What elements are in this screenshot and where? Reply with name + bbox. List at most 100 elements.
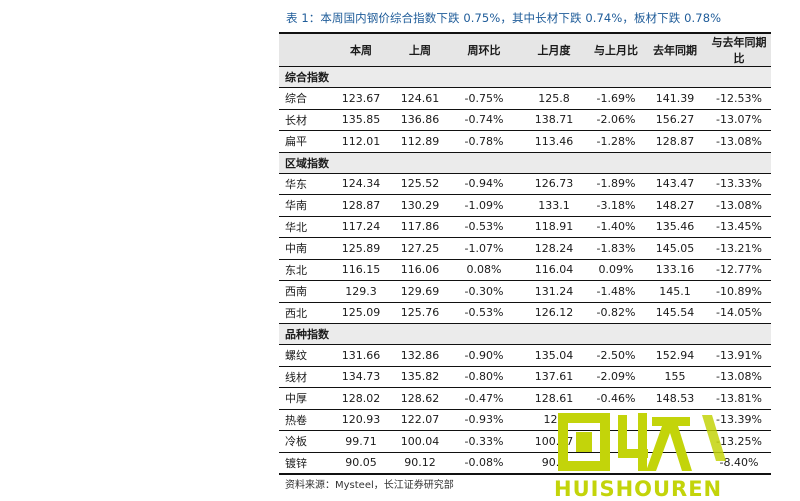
section-title: 品种指数 [279,323,771,345]
row-label: 华南 [279,194,331,217]
table-row: 线材 134.73 135.82 -0.80% 137.61 -2.09% 155 -13.0… [279,366,771,388]
table-cell: 131.24 [519,280,589,303]
table-cell: 130.29 [391,194,449,217]
table-cell: 127.25 [391,237,449,260]
table-cell: -13.08% [707,194,771,217]
table-cell: -0.93% [449,409,519,431]
table-row: 热卷 120.93 122.07 -0.93% 123 -13.39% [279,409,771,431]
row-label: 中厚 [279,387,331,410]
table-row: 扁平 112.01 112.89 -0.78% 113.46 -1.28% 128.87 -1… [279,130,771,153]
section-row: 区域指数 [279,152,771,174]
table-cell: -1.09% [449,194,519,217]
row-label: 镀锌 [279,452,331,475]
table-cell: 126.12 [519,302,589,324]
header-cell-last-week: 上周 [391,32,449,67]
table-cell: 0.08% [449,259,519,281]
table-cell: -1.28% [589,130,643,153]
table-cell: 113.46 [519,130,589,153]
table-cell: -2.06% [589,109,643,131]
table-cell: -0.80% [449,366,519,388]
table-cell: -0.46% [589,387,643,410]
table-cell: 135.04 [519,344,589,367]
table-cell: -1.40% [589,216,643,238]
row-label: 长材 [279,109,331,131]
table-cell: 141.39 [643,87,707,110]
row-label: 综合 [279,87,331,110]
table-cell: 133.1 [519,194,589,217]
table-cell: 135.82 [391,366,449,388]
header-row: 本周 上周 周环比 上月度 与上月比 去年同期 与去年同期比 [279,32,771,67]
row-label: 西南 [279,280,331,303]
table-cell: -0.94% [449,173,519,195]
table-cell: 128.87 [331,194,391,217]
table-cell: 116.04 [519,259,589,281]
table-row: 中厚 128.02 128.62 -0.47% 128.61 -0.46% 148.53 -1… [279,387,771,410]
table-cell: 145.05 [643,237,707,260]
table-cell: 99.71 [331,430,391,453]
table-cell: 129.3 [331,280,391,303]
table-cell: 125.8 [519,87,589,110]
table-cell: -12.53% [707,87,771,110]
table-cell: -0.74% [449,109,519,131]
section-title: 区域指数 [279,152,771,174]
table-cell: 137.61 [519,366,589,388]
table-cell: 125.52 [391,173,449,195]
table-cell: -0.30% [449,280,519,303]
table-cell: -3.18% [589,194,643,217]
table-cell: -1.48% [589,280,643,303]
table-row: 西北 125.09 125.76 -0.53% 126.12 -0.82% 145.54 -1… [279,302,771,324]
table-row: 综合 123.67 124.61 -0.75% 125.8 -1.69% 141.39 -12… [279,87,771,110]
table-cell: 125.76 [391,302,449,324]
table-cell: 135.85 [331,109,391,131]
table-row: 东北 116.15 116.06 0.08% 116.04 0.09% 133.16 -12.… [279,259,771,281]
header-cell-this-week: 本周 [331,32,391,67]
table-cell: -0.47% [449,387,519,410]
table-cell: -1.69% [589,87,643,110]
table-row: 华东 124.34 125.52 -0.94% 126.73 -1.89% 143.47 -1… [279,173,771,195]
table-cell: -0.82% [589,302,643,324]
table-cell: -0.75% [449,87,519,110]
table-cell: -13.81% [707,387,771,410]
table-cell: -13.33% [707,173,771,195]
source-note: 资料来源：Mysteel，长江证券研究部 [285,480,454,491]
table-cell: -1.83% [589,237,643,260]
table-row: 长材 135.85 136.86 -0.74% 138.71 -2.06% 156.27 -1… [279,109,771,131]
row-label: 冷板 [279,430,331,453]
table-row: 西南 129.3 129.69 -0.30% 131.24 -1.48% 145.1 -10.… [279,280,771,303]
row-label: 扁平 [279,130,331,153]
table-cell: 134.73 [331,366,391,388]
steel-price-table: 本周 上周 周环比 上月度 与上月比 去年同期 与去年同期比 综合指数 综合 123… [279,32,771,475]
row-label: 华东 [279,173,331,195]
watermark-text: HUISHOUREN [554,477,723,501]
table-cell: -13.39% [707,409,771,431]
table-cell: -13.08% [707,366,771,388]
header-cell-wow: 周环比 [449,32,519,67]
table-cell: -0.90% [449,344,519,367]
section-row: 综合指数 [279,66,771,88]
table-cell: 118.91 [519,216,589,238]
row-label: 线材 [279,366,331,388]
table-cell: 125.09 [331,302,391,324]
table-cell: 90.12 [391,452,449,475]
table-cell: -0.53% [449,216,519,238]
watermark-graphic [558,413,726,471]
table-row: 中南 125.89 127.25 -1.07% 128.24 -1.83% 145.05 -1… [279,237,771,260]
row-label: 西北 [279,302,331,324]
table-cell: -2.09% [589,366,643,388]
table-cell: 145.1 [643,280,707,303]
table-cell: 136.86 [391,109,449,131]
table-row: 华南 128.87 130.29 -1.09% 133.1 -3.18% 148.27 -13… [279,194,771,217]
table-cell: -0.78% [449,130,519,153]
table-cell: -13.21% [707,237,771,260]
table-cell: 126.73 [519,173,589,195]
table-cell: 148.27 [643,194,707,217]
table-cell: 117.86 [391,216,449,238]
table-cell: -13.07% [707,109,771,131]
table-cell: -10.89% [707,280,771,303]
row-label: 热卷 [279,409,331,431]
table-cell: 143.47 [643,173,707,195]
table-cell: 90.05 [331,452,391,475]
table-cell: -2.50% [589,344,643,367]
table-cell: -13.45% [707,216,771,238]
table-cell: 124.34 [331,173,391,195]
